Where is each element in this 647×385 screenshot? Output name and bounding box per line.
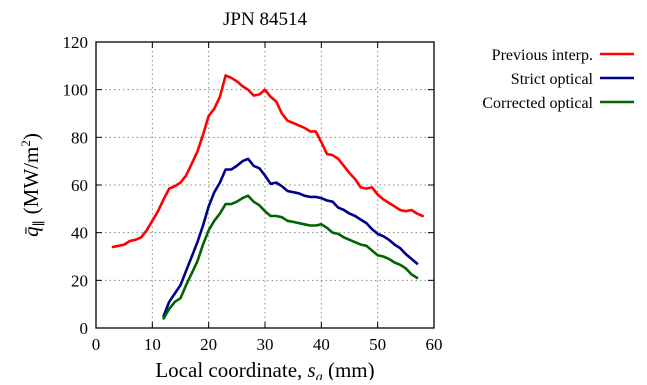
x-axis-label-prefix: Local coordinate,: [155, 358, 307, 380]
series-layer: [111, 74, 425, 320]
y-tick-label: 80: [71, 128, 88, 147]
x-axis-label: Local coordinate, sa (mm): [155, 358, 374, 380]
x-tick-label: 60: [426, 335, 443, 354]
y-axis-label: q̄∥ (MW/m2): [18, 133, 46, 237]
legend: Previous interp. Strict optical Corrected …: [482, 47, 634, 112]
x-tick-label: 20: [200, 335, 217, 354]
x-axis-label-var: s: [308, 358, 316, 380]
series-line-2: [162, 157, 419, 318]
y-axis-label-unit: (MW/m: [19, 147, 43, 215]
x-tick-label: 10: [144, 335, 161, 354]
x-tick-label: 50: [369, 335, 386, 354]
y-axis-label-close: ): [19, 133, 43, 140]
x-axis-label-suffix: (mm): [323, 358, 375, 380]
x-tick-label: 30: [257, 335, 274, 354]
x-axis-label-sub: a: [316, 370, 323, 380]
chart-title: JPN 84514: [223, 9, 307, 30]
y-tick-label: 60: [71, 176, 88, 195]
series-line-1: [111, 74, 425, 249]
y-axis-label-var: q̄: [19, 226, 43, 237]
y-axis-label-sup: 2: [18, 140, 33, 147]
y-tick-label: 20: [71, 271, 88, 290]
y-axis-label-sub: ∥: [31, 220, 46, 226]
ticks: 0 10 20 30 40 50 60 0 20 40 60 80 100 120: [63, 33, 443, 354]
y-tick-label: 40: [71, 224, 88, 243]
legend-label-1: Previous interp.: [492, 47, 593, 64]
grid: [96, 42, 434, 328]
y-tick-label: 100: [63, 81, 89, 100]
x-tick-label: 0: [92, 335, 101, 354]
series-line-3: [162, 194, 419, 320]
y-tick-label: 0: [80, 319, 89, 338]
x-tick-label: 40: [313, 335, 330, 354]
y-tick-label: 120: [63, 33, 89, 52]
legend-label-3: Corrected optical: [482, 95, 593, 112]
legend-label-2: Strict optical: [511, 71, 594, 88]
